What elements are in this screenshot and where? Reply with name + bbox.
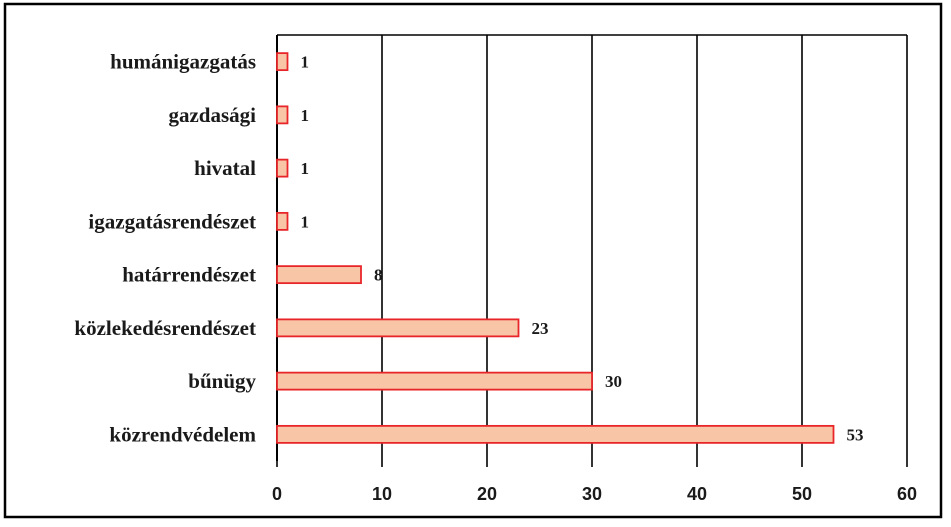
category-label: igazgatásrendészet <box>88 209 256 233</box>
data-labels: 1 1 1 1 8 23 30 53 <box>301 53 864 445</box>
category-label: gazdasági <box>168 103 256 127</box>
x-tick-label: 50 <box>792 484 812 504</box>
category-label: bűnügy <box>188 369 256 393</box>
bar-2 <box>276 158 289 178</box>
category-label: közlekedésrendészet <box>74 316 256 340</box>
category-label: humánigazgatás <box>110 50 256 74</box>
x-tick-label: 0 <box>272 484 282 504</box>
bars <box>276 52 835 444</box>
bar-4 <box>276 265 362 285</box>
data-label: 53 <box>847 425 864 444</box>
x-tick-label: 10 <box>372 484 392 504</box>
category-label: hivatal <box>194 156 256 180</box>
data-label: 1 <box>301 212 310 231</box>
x-tick-label: 30 <box>582 484 602 504</box>
x-tick-label: 60 <box>897 484 917 504</box>
data-label: 1 <box>301 53 310 72</box>
x-tick-label: 40 <box>687 484 707 504</box>
bar-1 <box>276 105 289 125</box>
bar-3 <box>276 211 289 231</box>
category-label: közrendvédelem <box>109 422 256 446</box>
bar-5 <box>276 318 520 338</box>
bar-6 <box>276 371 593 391</box>
bar-0 <box>276 52 289 72</box>
data-label: 8 <box>374 266 383 285</box>
data-label: 30 <box>605 372 622 391</box>
x-tick-label: 20 <box>477 484 497 504</box>
category-label: határrendészet <box>122 263 256 287</box>
bar-7 <box>276 424 835 444</box>
data-label: 1 <box>301 106 310 125</box>
x-axis-ticks: 0 10 20 30 40 50 60 <box>272 484 917 504</box>
data-label: 1 <box>301 159 310 178</box>
data-label: 23 <box>532 319 549 338</box>
category-labels: humánigazgatás gazdasági hivatal igazgatásr… <box>74 50 256 447</box>
